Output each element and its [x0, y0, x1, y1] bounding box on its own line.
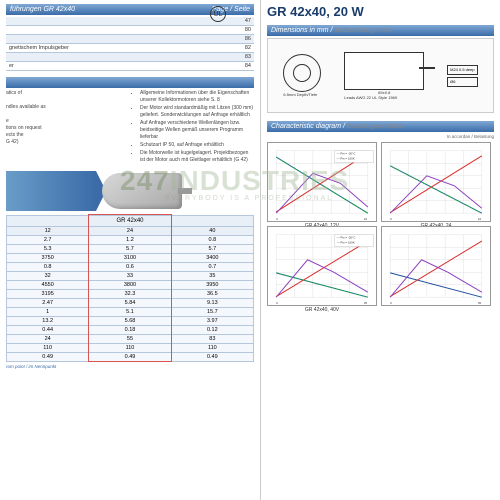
table-row: 15.115.7: [7, 308, 254, 317]
characteristic-chart: 0 35: [381, 226, 491, 306]
dim-hdr-de: Maßzeichnung in mm: [334, 28, 391, 34]
table-row: 0.440.180.12: [7, 326, 254, 335]
characteristic-chart: 035— Pin = -20°C— Pin = 100KGR 42x40, 40…: [267, 226, 377, 306]
table-row: er84: [6, 62, 254, 71]
motor-render: [102, 173, 182, 209]
product-title: GR 42x40, 20 W: [267, 4, 494, 19]
table-row: gnetischem Impulsgeber82: [6, 44, 254, 53]
chart-grid: 010— Pin = -20°C— Pin = 100KGR 42x40, 12…: [267, 142, 494, 306]
dim-side-view: 65±0.8 Leads AWG 22 UL Style 1569: [344, 52, 424, 100]
char-hdr-en: Characteristic diagram: [271, 123, 341, 130]
table-row: 245583: [7, 335, 254, 344]
svg-text:— Pin = 100K: — Pin = 100K: [337, 241, 355, 245]
svg-text:35: 35: [364, 301, 368, 305]
table-row: 5.35.75.7: [7, 245, 254, 254]
dim-leads-label: Leads AWG 22 UL Style 1569: [344, 95, 424, 100]
characteristic-header: Characteristic diagram / Belastungskennl…: [267, 121, 494, 132]
svg-text:35: 35: [478, 301, 482, 305]
left-column: UL führungen GR 42x40 Page / Seite 47808…: [0, 0, 260, 500]
dim-callouts: M24 0.5 deep Ø6: [447, 65, 477, 87]
svg-text:0: 0: [390, 217, 392, 221]
svg-text:— Pin = -20°C: — Pin = -20°C: [337, 152, 356, 156]
table-row: 80: [6, 26, 254, 35]
dimensions-header: Dimensions in mm / Maßzeichnung in mm: [267, 25, 494, 36]
dim-shaft-label: 6.5mm Depth/Tiefe: [283, 92, 321, 97]
svg-text:0: 0: [276, 301, 278, 305]
table-row: 319532.336.5: [7, 290, 254, 299]
dim-front-view: 6.5mm Depth/Tiefe: [283, 54, 321, 97]
svg-text:— Pin = 100K: — Pin = 100K: [337, 157, 355, 161]
info-left-col: atics of ndles available as etions on re…: [6, 90, 126, 165]
page-root: UL führungen GR 42x40 Page / Seite 47808…: [0, 0, 500, 500]
table-row: 83: [6, 53, 254, 62]
table-row: 375031003400: [7, 254, 254, 263]
data-table-wrap: GR 42x401224402.71.20.85.35.75.737503100…: [6, 215, 254, 362]
dimensions-section: Dimensions in mm / Maßzeichnung in mm 6.…: [267, 25, 494, 113]
table-row: 0.490.490.49: [7, 353, 254, 362]
table-row: 110110110: [7, 344, 254, 353]
svg-text:0: 0: [276, 217, 278, 221]
dim-hdr-en: Dimensions in mm: [271, 27, 329, 34]
table-footnote: rom point / im Nennpunkt: [6, 364, 254, 369]
right-column: GR 42x40, 20 W Dimensions in mm / Maßzei…: [260, 0, 500, 500]
svg-text:— Pin = -20°C: — Pin = -20°C: [337, 236, 356, 240]
features-header: [6, 77, 254, 88]
spec-table: GR 42x401224402.71.20.85.35.75.737503100…: [6, 215, 254, 362]
characteristic-chart: 010GR 42x40, 24: [381, 142, 491, 222]
svg-text:10: 10: [364, 217, 368, 221]
gearbox-header-text: führungen GR 42x40: [10, 6, 75, 13]
table-row: 0.80.60.7: [7, 263, 254, 272]
table-row: 13.25.683.97: [7, 317, 254, 326]
table-row: 86: [6, 35, 254, 44]
char-note: In accordan / Belastung: [267, 134, 494, 139]
gearbox-table: 478086gnetischem Impulsgeber8283er84: [6, 17, 254, 71]
dimension-drawing: 6.5mm Depth/Tiefe 65±0.8 Leads AWG 22 UL…: [267, 38, 494, 113]
table-row: 2.475.849.13: [7, 299, 254, 308]
table-row: 2.71.20.8: [7, 236, 254, 245]
product-image-row: [6, 171, 254, 211]
table-row: 455038003950: [7, 281, 254, 290]
char-hdr-de: Belastungskennlinien: [347, 124, 404, 130]
svg-text:10: 10: [478, 217, 482, 221]
svg-text:0: 0: [390, 301, 392, 305]
ul-cert-icon: UL: [210, 6, 226, 22]
table-row: 323335: [7, 272, 254, 281]
characteristic-chart: 010— Pin = -20°C— Pin = 100KGR 42x40, 12…: [267, 142, 377, 222]
arrow-banner: [6, 171, 96, 211]
info-columns: atics of ndles available as etions on re…: [6, 90, 254, 165]
info-right-col: Allgemeine Informationen über die Eigens…: [134, 90, 254, 165]
